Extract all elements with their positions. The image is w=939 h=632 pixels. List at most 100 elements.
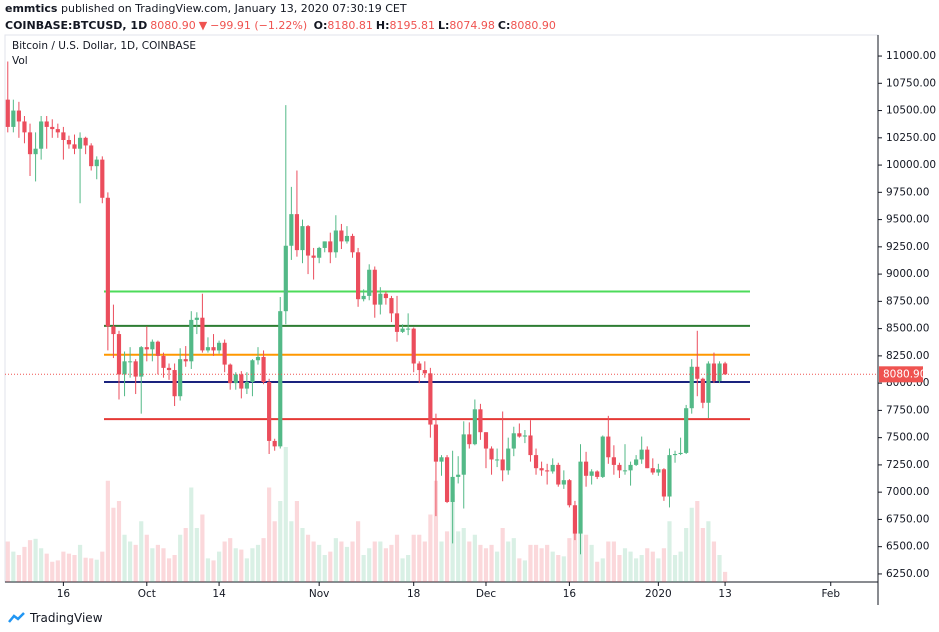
volume-bar [333, 538, 338, 582]
volume-bar [222, 541, 227, 582]
candle-body [378, 293, 383, 305]
volume-bar [528, 544, 533, 582]
volume-bar [105, 480, 110, 582]
volume-bar [556, 555, 561, 582]
candle-body [50, 126, 55, 130]
candle-body [550, 464, 555, 472]
y-tick-label: 7250.00 [886, 459, 929, 471]
publisher: emmtics [5, 2, 58, 15]
volume-bar [255, 544, 261, 582]
volume-bar [389, 544, 394, 582]
volume-bar [567, 538, 572, 582]
footer: TradingView [8, 611, 103, 625]
volume-bar [639, 555, 644, 582]
candle-body [495, 459, 500, 461]
last: 8080.90 [150, 19, 196, 32]
ohlc-value: 8080.90 [510, 19, 556, 32]
volume-bar [5, 541, 10, 582]
volume-bar [261, 538, 266, 582]
volume-bar [550, 551, 555, 582]
y-tick-label: 6500.00 [886, 541, 929, 553]
candle-body [700, 378, 705, 403]
volume-bar [583, 534, 589, 582]
candle-body [111, 326, 116, 335]
candle-body [328, 241, 333, 253]
candle-body [389, 298, 394, 314]
volume-bar [33, 538, 38, 582]
volume-bar [133, 544, 138, 582]
candle-body [272, 440, 277, 447]
volume-bar [723, 571, 728, 582]
volume-bar [128, 541, 133, 582]
candle-body [100, 159, 105, 198]
volume-bar [656, 558, 661, 582]
volume-bar [244, 558, 249, 582]
y-tick-label: 7500.00 [886, 432, 929, 444]
x-tick-label: Dec [476, 588, 497, 600]
candle-body [22, 121, 27, 133]
candle-body [572, 505, 578, 534]
candle-body [528, 435, 533, 456]
volume-bar [695, 501, 700, 582]
volume-bar [595, 561, 600, 582]
candle-body [439, 457, 444, 462]
volume-bar [294, 501, 300, 582]
candle-body [255, 356, 261, 361]
volume-bar [461, 528, 466, 582]
volume-bar [317, 544, 322, 582]
volume-bar [139, 521, 144, 582]
candle-body [66, 139, 72, 145]
candle-body [39, 121, 44, 149]
volume-bar [706, 521, 711, 582]
candle-body [583, 461, 589, 476]
candle-body [178, 359, 183, 397]
candle-body [661, 469, 667, 497]
volume-bar [545, 544, 550, 582]
volume-bar [122, 534, 127, 582]
y-tick-label: 10250.00 [886, 132, 936, 144]
candle-body [506, 448, 511, 471]
chart-title: Bitcoin / U.S. Dollar, 1D, COINBASE [12, 40, 196, 52]
ohlc-value: 8195.81 [389, 19, 435, 32]
y-tick-label: 7000.00 [886, 486, 929, 498]
volume-bar [533, 544, 539, 582]
candle-body [650, 468, 655, 473]
volume-bar [495, 551, 500, 582]
ohlc-label: H: [375, 19, 390, 32]
volume-bar [267, 487, 272, 582]
volume-bar [55, 560, 60, 582]
volume-bar [634, 558, 639, 582]
candle-body [483, 432, 489, 449]
chart: Bitcoin / U.S. Dollar, 1D, COINBASE Vol … [4, 34, 936, 605]
candle-body [333, 230, 338, 253]
candle-body [5, 99, 10, 127]
candle-body [139, 347, 144, 377]
candle-body [467, 434, 472, 445]
ohlc-label: L: [437, 19, 450, 32]
candle-body [411, 328, 416, 364]
volume-bar [650, 551, 655, 582]
candle-body [44, 121, 49, 127]
candle-body [344, 235, 350, 242]
candle-body [656, 469, 661, 473]
y-tick-label: 6750.00 [886, 513, 929, 525]
candle-body [589, 471, 594, 476]
candle-body [250, 360, 255, 383]
volume-bar [394, 534, 400, 582]
candle-body [511, 433, 516, 449]
candle-body [717, 363, 722, 381]
volume-bar [367, 548, 372, 582]
volume-bar [356, 521, 361, 582]
candle-body [689, 366, 694, 409]
candle-body [94, 159, 99, 167]
x-tick-label: Nov [309, 588, 330, 600]
volume-bar [39, 548, 44, 582]
y-tick-label: 6250.00 [886, 568, 929, 580]
candle-body [545, 470, 550, 472]
volume-bar [378, 541, 383, 582]
candle-body [183, 359, 188, 362]
candle-body [600, 436, 605, 477]
volume-bar [572, 517, 578, 582]
candle-body [667, 455, 672, 497]
volume-bar [233, 548, 238, 582]
